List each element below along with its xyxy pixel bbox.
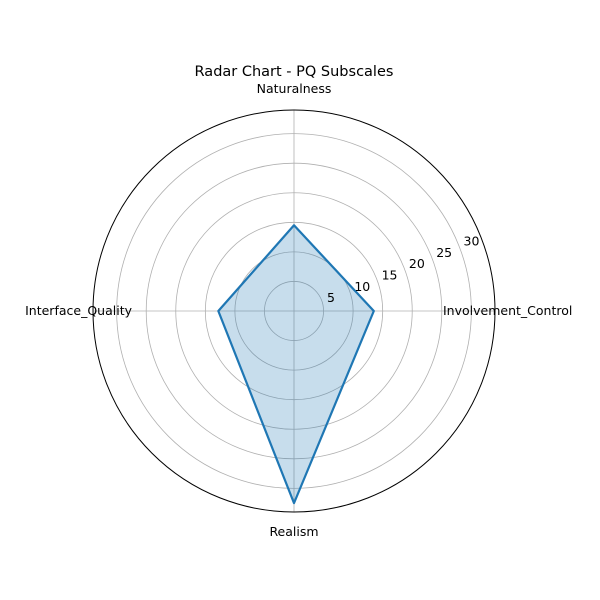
r-tick-label-25: 25 [436, 245, 452, 260]
polar-frame [92, 109, 496, 513]
category-label-realism: Realism [269, 524, 318, 539]
series-layer [217, 224, 375, 505]
chart-title: Radar Chart - PQ Subscales [195, 64, 394, 80]
r-tick-label-15: 15 [382, 268, 398, 283]
r-tick-label-5: 5 [327, 290, 335, 305]
r-tick-label-20: 20 [409, 256, 425, 271]
category-label-interface_quality: Interface_Quality [25, 303, 132, 318]
labels-layer: 5 10 15 20 25 30 Involvement_Control Naturalnes… [25, 81, 572, 539]
r-tick-label-10: 10 [354, 279, 370, 294]
category-label-involvement_control: Involvement_Control [443, 303, 572, 318]
series-fill [218, 225, 374, 504]
category-label-naturalness: Naturalness [257, 81, 332, 96]
r-tick-label-30: 30 [464, 234, 480, 249]
grid [92, 109, 496, 513]
